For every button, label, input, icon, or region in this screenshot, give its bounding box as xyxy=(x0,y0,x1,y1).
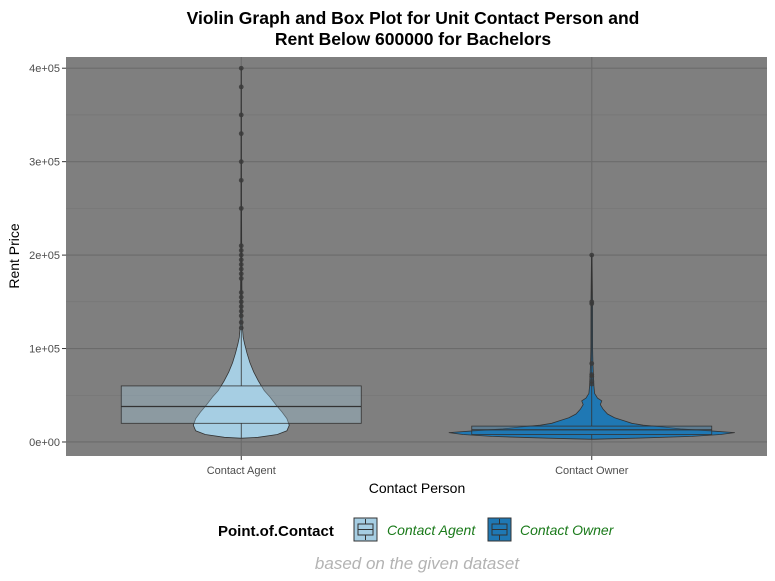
outlier-point-0-13 xyxy=(238,252,244,258)
outlier-point-0-21 xyxy=(238,84,244,90)
outlier-point-0-1 xyxy=(238,319,244,325)
y-axis-ticks: 0e+00 1e+05 2e+05 3e+05 4e+05 xyxy=(29,63,66,449)
outlier-point-0-12 xyxy=(238,257,244,263)
outlier-point-0-22 xyxy=(238,65,244,71)
outlier-point-1-3 xyxy=(589,372,595,378)
outlier-point-0-14 xyxy=(238,248,244,253)
chart-title-line1: Violin Graph and Box Plot for Unit Conta… xyxy=(187,8,640,28)
y-tick-label-1: 1e+05 xyxy=(29,344,60,356)
outlier-point-0-19 xyxy=(238,131,244,137)
x-axis-ticks: Contact Agent Contact Owner xyxy=(207,456,629,477)
legend-key-contact-owner xyxy=(487,517,512,542)
outlier-point-0-18 xyxy=(238,159,244,165)
outlier-point-0-4 xyxy=(238,304,244,309)
x-tick-label-1: Contact Owner xyxy=(555,465,629,477)
chart-title-line2: Rent Below 600000 for Bachelors xyxy=(275,29,551,49)
outlier-point-0-8 xyxy=(238,276,244,281)
outlier-point-0-16 xyxy=(238,205,244,211)
plot-panel xyxy=(66,57,767,456)
outlier-points xyxy=(238,65,595,387)
outlier-point-1-4 xyxy=(589,361,595,366)
legend: Point.of.Contact Contact Agent Contact O… xyxy=(218,517,615,542)
outlier-point-0-10 xyxy=(238,266,244,272)
outlier-point-0-7 xyxy=(238,290,244,295)
y-tick-label-3: 3e+05 xyxy=(29,157,60,169)
outlier-point-0-17 xyxy=(238,177,244,183)
box-contact-agent xyxy=(120,385,362,424)
outlier-point-0-15 xyxy=(238,243,244,249)
legend-title: Point.of.Contact xyxy=(218,523,334,540)
outlier-point-0-2 xyxy=(238,313,244,319)
boxes xyxy=(120,68,713,440)
y-tick-label-2: 2e+05 xyxy=(29,250,60,262)
legend-label-contact-agent: Contact Agent xyxy=(387,522,476,538)
outlier-point-0-0 xyxy=(238,325,244,331)
y-axis-title: Rent Price xyxy=(6,223,22,289)
x-axis-title: Contact Person xyxy=(369,480,466,496)
chart-caption: based on the given dataset xyxy=(315,554,520,573)
outlier-point-1-7 xyxy=(589,252,595,258)
y-tick-label-4: 4e+05 xyxy=(29,63,60,75)
y-tick-label-0: 0e+00 xyxy=(29,437,60,449)
outlier-point-0-6 xyxy=(238,294,244,300)
outlier-point-0-5 xyxy=(238,299,244,305)
outlier-point-0-11 xyxy=(238,262,244,267)
outlier-point-0-3 xyxy=(238,308,244,314)
legend-key-contact-agent xyxy=(353,517,378,542)
x-tick-label-0: Contact Agent xyxy=(207,465,276,477)
legend-label-contact-owner: Contact Owner xyxy=(520,522,615,538)
outlier-point-1-1 xyxy=(589,378,595,384)
outlier-point-0-20 xyxy=(238,112,244,118)
outlier-point-0-9 xyxy=(238,271,244,277)
outlier-point-1-6 xyxy=(589,299,595,305)
